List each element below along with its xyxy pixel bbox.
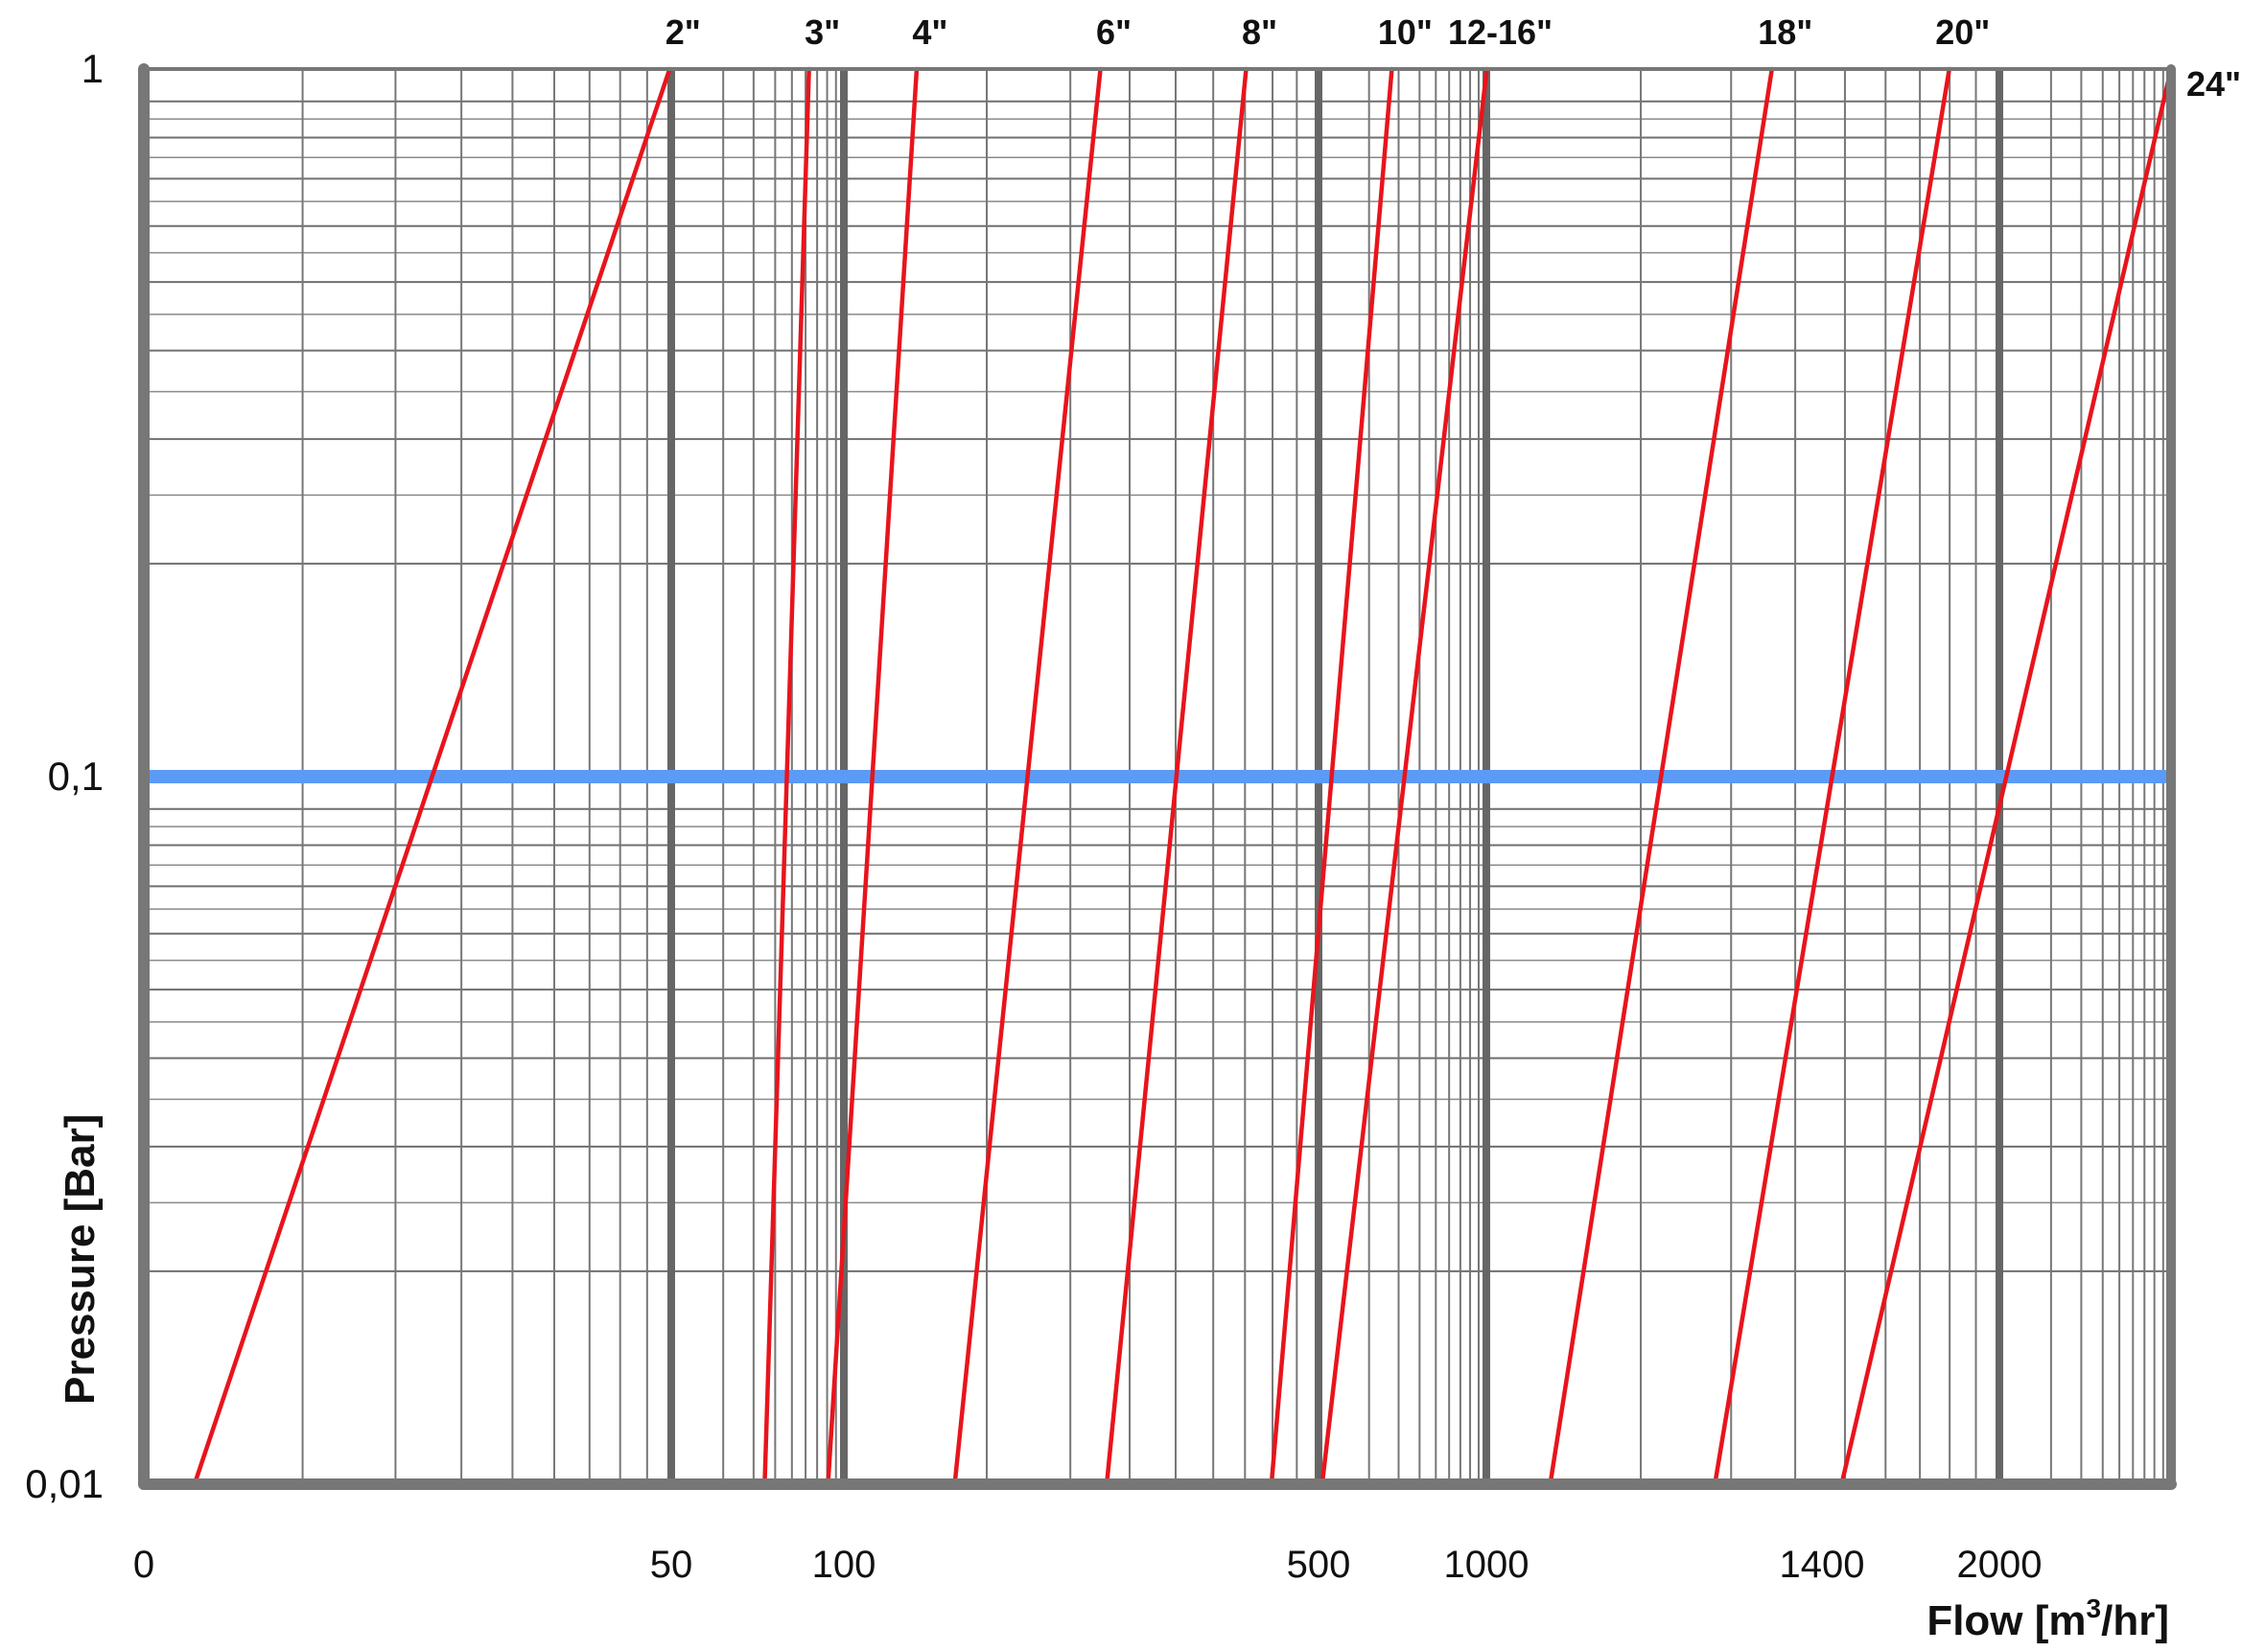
x-tick-label-5: 1400: [1780, 1544, 1865, 1586]
series-label-6: 12-16": [1448, 12, 1553, 52]
y-tick-label-0: 1: [82, 46, 104, 91]
series-line-5: [1269, 66, 1394, 1487]
y-tick-label-1: 0,1: [48, 754, 104, 799]
x-tick-label-0: 0: [133, 1544, 154, 1586]
series-line-9: [1839, 66, 2174, 1487]
x-tick-label-2: 100: [812, 1544, 876, 1586]
series-line-2: [826, 66, 920, 1487]
series-label-4: 8": [1242, 12, 1277, 52]
series-label-5: 10": [1378, 12, 1433, 52]
series-label-3: 6": [1096, 12, 1132, 52]
series-label-2: 4": [912, 12, 947, 52]
labels: 2" 3" 4" 6" 8" 10" 12-16" 18" 20" 24" 1 0,1 0,01 0 50 1…: [25, 12, 2241, 1586]
series-label-7: 18": [1758, 12, 1812, 52]
x-axis-label: Flow [m3/hr]: [1926, 1594, 2169, 1644]
plot-frame: [138, 63, 2177, 1490]
series-label-9: 24": [2186, 64, 2241, 104]
y-axis-label: Pressure [Bar]: [57, 1114, 104, 1405]
series-line-4: [1104, 66, 1249, 1487]
series-line-7: [1548, 66, 1775, 1487]
series-line-8: [1713, 66, 1952, 1487]
y-tick-label-2: 0,01: [25, 1461, 104, 1506]
series-line-3: [952, 66, 1103, 1487]
series-label-8: 20": [1935, 12, 1990, 52]
x-tick-label-4: 1000: [1444, 1544, 1529, 1586]
series-line-1: [762, 66, 811, 1487]
series-line-0: [192, 66, 672, 1487]
x-tick-label-1: 50: [650, 1544, 693, 1586]
x-tick-label-3: 500: [1287, 1544, 1351, 1586]
series-line-6: [1319, 66, 1489, 1487]
series-lines: [192, 66, 2174, 1487]
reference-line-0-1-bar: [144, 770, 2171, 783]
series-label-1: 3": [805, 12, 840, 52]
series-label-0: 2": [665, 12, 701, 52]
x-tick-label-6: 2000: [1957, 1544, 2043, 1586]
